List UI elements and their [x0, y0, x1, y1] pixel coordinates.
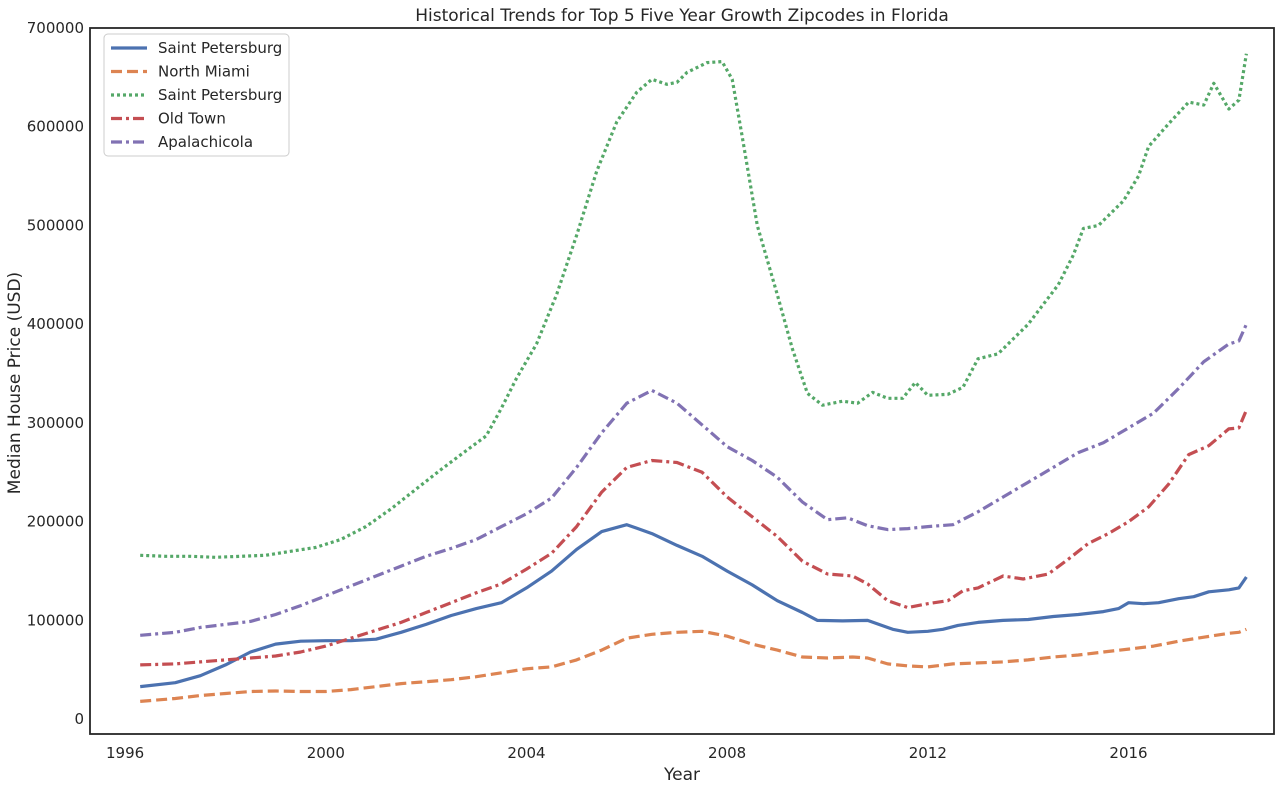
- x-tick-label: 2004: [507, 744, 545, 762]
- y-tick-label: 300000: [27, 414, 84, 432]
- y-tick-label: 400000: [27, 315, 84, 333]
- series-line-1: [140, 523, 1248, 689]
- x-tick-label: 2012: [909, 744, 947, 762]
- x-axis-ticks: 1996 2000 2004 2008 2012 2016: [106, 744, 1148, 762]
- y-axis-label: Median House Price (USD): [5, 272, 25, 494]
- series-line-4: [140, 409, 1248, 667]
- y-tick-label: 200000: [27, 513, 84, 531]
- plot-frame: [89, 27, 1275, 735]
- y-tick-label: 600000: [27, 118, 84, 136]
- x-axis-label: Year: [663, 765, 700, 785]
- legend-label: Old Town: [158, 110, 226, 128]
- y-axis-ticks: 0 100000 200000 300000 400000 500000 600000 700…: [27, 19, 84, 728]
- x-tick-label: 2000: [307, 744, 345, 762]
- x-tick-label: 1996: [106, 744, 144, 762]
- legend-box: [103, 33, 290, 157]
- legend-label: North Miami: [158, 63, 250, 81]
- chart-title: Historical Trends for Top 5 Five Year Gr…: [415, 6, 949, 26]
- plot-area: [140, 53, 1248, 703]
- x-tick-label: 2008: [708, 744, 746, 762]
- legend-label: Saint Petersburg: [158, 86, 282, 104]
- legend-label: Apalachicola: [158, 133, 253, 151]
- y-tick-label: 700000: [27, 19, 84, 37]
- y-tick-label: 0: [74, 710, 84, 728]
- legend-label: Saint Petersburg: [158, 39, 282, 57]
- series-line-5: [140, 323, 1248, 637]
- legend: Saint Petersburg North Miami Saint Petersb…: [103, 33, 290, 157]
- x-tick-label: 2016: [1109, 744, 1147, 762]
- y-tick-label: 500000: [27, 216, 84, 234]
- series-line-2: [140, 627, 1247, 703]
- y-tick-label: 100000: [27, 611, 84, 629]
- series-line-3: [140, 53, 1248, 559]
